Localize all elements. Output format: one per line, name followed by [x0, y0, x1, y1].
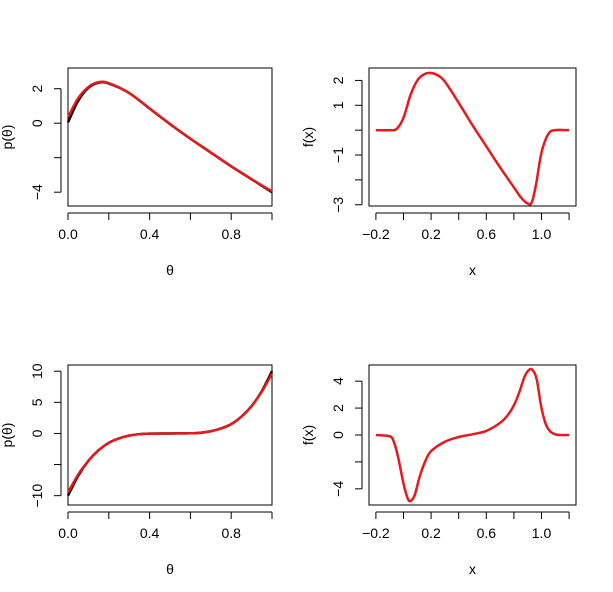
y-tick-label: −1 [330, 147, 346, 163]
y-axis-title: p(θ) [0, 125, 15, 150]
x-tick-label: 0.4 [140, 525, 160, 541]
x-axis-title: x [469, 561, 476, 577]
x-tick-label: −0.2 [362, 226, 390, 242]
series-line-red [66, 373, 274, 494]
plot-frame [368, 364, 577, 506]
panel-top-right: −0.2 0.2 0.6 1.0 −3 −1 1 2 x f(x) [300, 67, 577, 278]
plot-frame [67, 364, 273, 506]
plot-frame [67, 67, 273, 207]
x-tick-label: −0.2 [362, 525, 390, 541]
y-tick-label: −4 [29, 184, 45, 200]
y-tick-label: 0 [29, 119, 45, 127]
y-tick-label: 4 [330, 377, 346, 385]
y-tick-label: 5 [29, 398, 45, 406]
x-tick-label: 1.0 [532, 525, 552, 541]
series-line-red [375, 71, 570, 206]
x-axis-title: θ [166, 262, 174, 278]
x-axis-title: θ [166, 561, 174, 577]
y-tick-label: 0 [29, 429, 45, 437]
plot-frame [368, 67, 577, 207]
panel-top-left: 0.0 0.4 0.8 −4 0 2 θ p(θ) [0, 67, 273, 278]
x-tick-label: 0.8 [221, 525, 241, 541]
x-tick-label: 0.6 [477, 226, 497, 242]
y-tick-label: 0 [330, 431, 346, 439]
y-tick-label: 2 [29, 85, 45, 93]
y-tick-label: 1 [330, 101, 346, 109]
y-tick-label: 10 [29, 363, 45, 379]
x-tick-label: 0.0 [58, 226, 78, 242]
x-tick-label: 0.0 [58, 525, 78, 541]
x-axis-title: x [469, 262, 476, 278]
panel-bottom-left: 0.0 0.4 0.8 −10 0 5 10 θ p(θ) [0, 363, 274, 577]
y-tick-label: −10 [29, 484, 45, 508]
x-tick-label: 0.8 [221, 226, 241, 242]
series-line-black [66, 80, 273, 194]
series-line-red [375, 367, 570, 503]
y-tick-label: −4 [330, 481, 346, 497]
x-tick-label: 0.2 [421, 525, 441, 541]
x-tick-label: 0.6 [477, 525, 497, 541]
y-axis-title: f(x) [300, 127, 316, 147]
y-axis-title: f(x) [300, 425, 316, 445]
x-tick-label: 0.4 [140, 226, 160, 242]
series-line-red [66, 80, 273, 193]
y-tick-label: 2 [330, 404, 346, 412]
panel-bottom-right: −0.2 0.2 0.6 1.0 −4 0 2 4 x f(x) [300, 364, 577, 577]
x-tick-label: 1.0 [532, 226, 552, 242]
y-tick-label: 2 [330, 76, 346, 84]
x-tick-label: 0.2 [421, 226, 441, 242]
y-tick-label: −3 [330, 197, 346, 213]
y-axis-title: p(θ) [0, 423, 15, 448]
